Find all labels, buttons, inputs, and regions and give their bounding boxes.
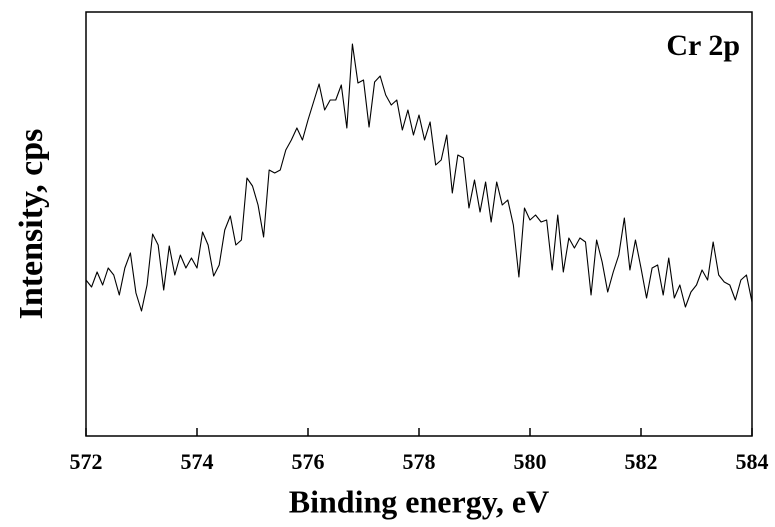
y-axis-label: Intensity, cps — [13, 129, 50, 320]
x-tick-label: 580 — [514, 449, 547, 474]
plot-frame — [85, 11, 753, 437]
x-axis-label: Binding energy, eV — [289, 483, 549, 519]
x-tick-label: 574 — [181, 449, 214, 474]
spectrum-line — [85, 43, 753, 312]
x-tick-label: 584 — [736, 449, 769, 474]
annotation: Cr 2p — [666, 29, 740, 62]
x-tick-label: 576 — [292, 449, 325, 474]
x-tick-label: 578 — [403, 449, 436, 474]
x-tick-label: 582 — [625, 449, 658, 474]
x-tick-label: 572 — [70, 449, 103, 474]
